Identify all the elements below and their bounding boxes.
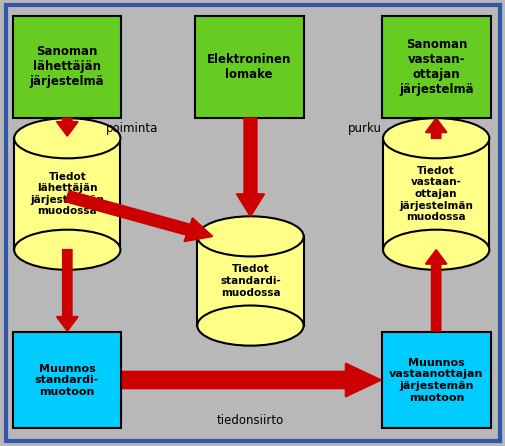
Bar <box>197 236 303 326</box>
FancyArrow shape <box>122 363 380 397</box>
Ellipse shape <box>197 216 303 256</box>
FancyBboxPatch shape <box>13 16 121 118</box>
Text: Muunnos
standardi-
muotoon: Muunnos standardi- muotoon <box>35 363 99 397</box>
Bar <box>14 138 120 250</box>
FancyBboxPatch shape <box>381 16 490 118</box>
FancyArrow shape <box>425 118 446 138</box>
Text: Tiedot
lähettäjän
järjestelmän
muodossa: Tiedot lähettäjän järjestelmän muodossa <box>30 172 104 216</box>
FancyArrow shape <box>65 191 212 241</box>
Text: tiedonsiirto: tiedonsiirto <box>217 414 283 427</box>
FancyBboxPatch shape <box>13 332 121 428</box>
Ellipse shape <box>14 118 120 158</box>
Text: Sanoman
lähettäjän
järjestelmä: Sanoman lähettäjän järjestelmä <box>30 45 104 88</box>
Text: purku: purku <box>347 121 381 135</box>
Ellipse shape <box>382 230 488 270</box>
Ellipse shape <box>14 230 120 270</box>
Text: Tiedot
standardi-
muodossa: Tiedot standardi- muodossa <box>220 264 280 297</box>
FancyBboxPatch shape <box>6 5 499 441</box>
Text: Sanoman
vastaan-
ottajan
järjestelmä: Sanoman vastaan- ottajan järjestelmä <box>398 38 473 96</box>
FancyArrow shape <box>57 250 78 331</box>
FancyArrow shape <box>57 118 78 136</box>
Bar <box>382 138 488 250</box>
FancyArrow shape <box>425 250 446 331</box>
Text: Muunnos
vastaanottajan
järjestemän
muotoon: Muunnos vastaanottajan järjestemän muoto… <box>388 358 483 403</box>
Ellipse shape <box>382 118 488 158</box>
Text: poiminta: poiminta <box>106 121 159 135</box>
FancyBboxPatch shape <box>381 332 490 428</box>
FancyBboxPatch shape <box>194 16 303 118</box>
FancyArrow shape <box>236 118 264 216</box>
Ellipse shape <box>197 306 303 346</box>
Text: Elektroninen
lomake: Elektroninen lomake <box>207 53 291 81</box>
Text: Tiedot
vastaan-
ottajan
järjestelmän
muodossa: Tiedot vastaan- ottajan järjestelmän muo… <box>398 166 472 222</box>
